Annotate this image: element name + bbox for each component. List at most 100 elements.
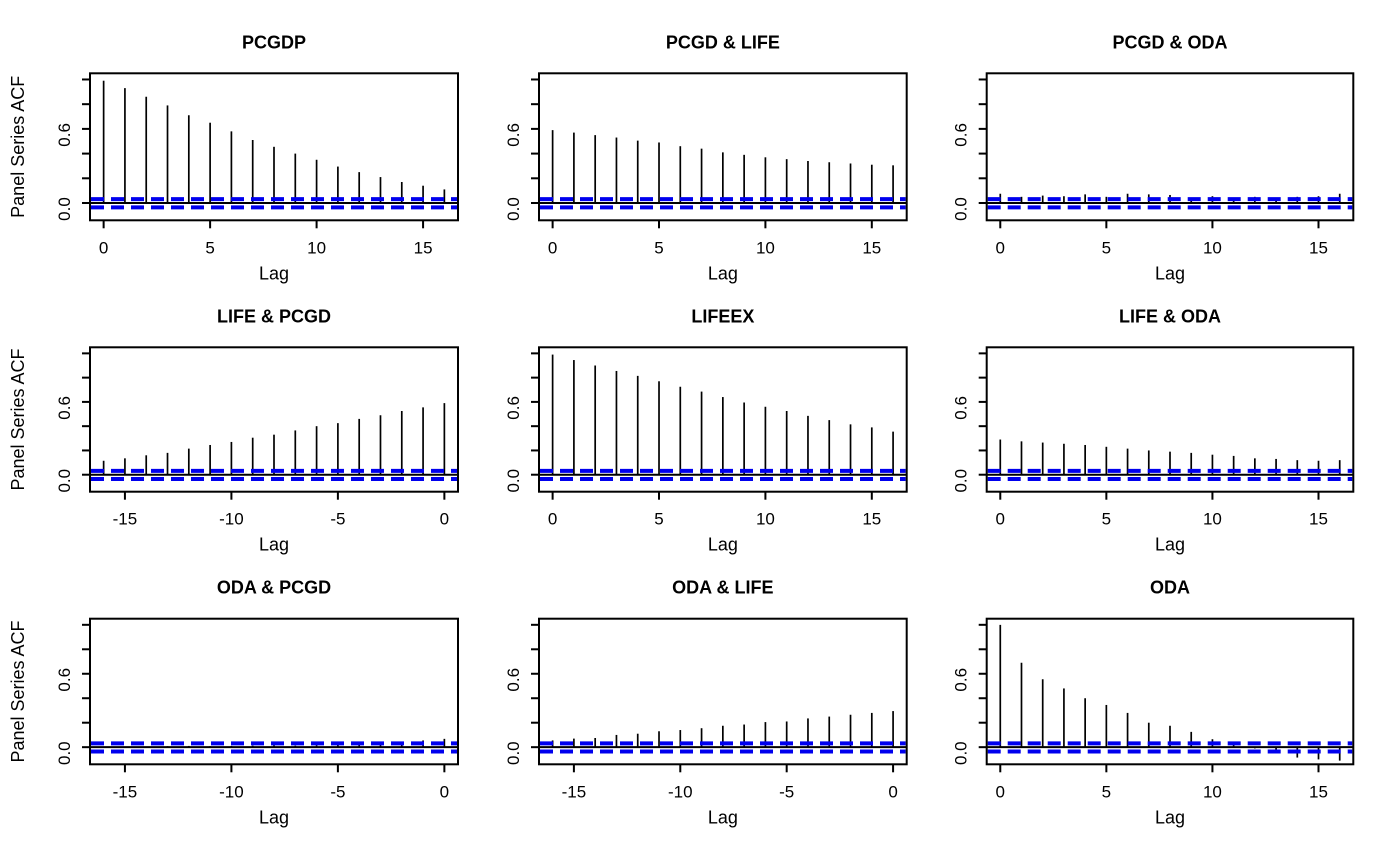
x-tick-label: 15: [1309, 510, 1328, 529]
x-tick-label: 0: [888, 782, 897, 801]
acf-panel-pcgdp: 0.0 0.6 0 5 10 15 Lag PCGDP Panel Series ACF: [8, 32, 459, 283]
x-tick-label: -15: [562, 782, 587, 801]
x-tick-label: 0: [996, 238, 1005, 257]
x-axis-label: Lag: [1155, 535, 1185, 555]
x-axis-label: Lag: [708, 535, 738, 555]
x-tick-label: 5: [1102, 238, 1111, 257]
y-tick-label: 0.6: [504, 396, 523, 420]
x-tick-label: 10: [1203, 238, 1222, 257]
panel-title: LIFE & PCGD: [217, 306, 331, 326]
x-tick-label: 0: [548, 238, 557, 257]
y-tick-label: 0.0: [952, 741, 971, 765]
x-tick-label: 10: [1203, 510, 1222, 529]
plot-box: [538, 72, 908, 222]
x-tick-label: 0: [996, 782, 1005, 801]
acf-panel-life-pcgd: 0.0 0.6 -15 -10 -5 0 Lag LIFE & PCGD Panel Serie…: [8, 306, 459, 555]
x-tick-label: -10: [668, 782, 693, 801]
x-axis-label: Lag: [708, 263, 738, 283]
y-tick-label: 0.0: [55, 197, 74, 221]
y-tick-label: 0.6: [504, 123, 523, 147]
panel-title: ODA & PCGD: [217, 578, 331, 598]
x-tick-label: 15: [1309, 782, 1328, 801]
y-tick-label: 0.0: [504, 741, 523, 765]
panel-title: LIFE & ODA: [1119, 306, 1221, 326]
plot-box: [538, 617, 908, 766]
panel-title: PCGD & ODA: [1112, 32, 1227, 52]
x-tick-label: 5: [205, 238, 214, 257]
plot-box: [985, 72, 1355, 222]
y-axis-label: Panel Series ACF: [8, 76, 28, 218]
acf-panel-oda: 0.0 0.6 0 5 10 15 Lag ODA: [952, 578, 1355, 827]
x-tick-label: 15: [414, 238, 433, 257]
y-tick-label: 0.0: [504, 469, 523, 493]
x-tick-label: -5: [330, 782, 345, 801]
y-tick-label: 0.0: [504, 197, 523, 221]
acf-bars: [102, 403, 446, 475]
x-tick-label: 0: [996, 510, 1005, 529]
x-tick-label: 5: [654, 510, 663, 529]
acf-panel-pcgd-life: 0.0 0.6 0 5 10 15 Lag PCGD & LIFE: [504, 32, 908, 283]
y-tick-label: 0.0: [952, 197, 971, 221]
x-tick-label: 10: [756, 510, 775, 529]
x-tick-label: 5: [654, 238, 663, 257]
panel-title: ODA: [1150, 578, 1190, 598]
x-tick-label: 10: [1203, 782, 1222, 801]
y-tick-label: 0.0: [55, 741, 74, 765]
panel-title: LIFEEX: [691, 306, 754, 326]
x-axis-label: Lag: [259, 535, 289, 555]
plot-box: [985, 346, 1355, 493]
x-tick-label: -15: [113, 782, 138, 801]
x-tick-label: 0: [548, 510, 557, 529]
y-axis-label: Panel Series ACF: [8, 620, 28, 762]
y-axis-label: Panel Series ACF: [8, 348, 28, 490]
acf-panel-oda-life: 0.0 0.6 -15 -10 -5 0 Lag ODA & LIFE: [504, 578, 908, 827]
x-tick-label: -10: [219, 782, 244, 801]
panel-title: ODA & LIFE: [672, 578, 773, 598]
acf-bars: [102, 80, 446, 204]
plot-box: [89, 346, 459, 493]
acf-panel-oda-pcgd: 0.0 0.6 -15 -10 -5 0 Lag ODA & PCGD Panel Series…: [8, 578, 459, 827]
x-axis-label: Lag: [259, 807, 289, 827]
y-tick-label: 0.6: [952, 668, 971, 692]
x-tick-label: -10: [219, 510, 244, 529]
y-tick-label: 0.0: [55, 469, 74, 493]
panel-title: PCGDP: [242, 32, 306, 52]
x-tick-label: 10: [307, 238, 326, 257]
x-tick-label: -15: [113, 510, 138, 529]
x-tick-label: 0: [99, 238, 108, 257]
acf-panel-lifeex: 0.0 0.6 0 5 10 15 Lag LIFEEX: [504, 306, 908, 555]
plot-box: [985, 617, 1355, 766]
x-tick-label: 15: [862, 510, 881, 529]
acf-panel-life-oda: 0.0 0.6 0 5 10 15 Lag LIFE & ODA: [952, 306, 1355, 555]
x-tick-label: 15: [862, 238, 881, 257]
x-tick-label: 15: [1309, 238, 1328, 257]
y-tick-label: 0.6: [504, 668, 523, 692]
x-tick-label: -5: [779, 782, 794, 801]
x-tick-label: 0: [440, 510, 449, 529]
x-axis-label: Lag: [1155, 807, 1185, 827]
x-tick-label: 10: [756, 238, 775, 257]
x-tick-label: 5: [1102, 782, 1111, 801]
x-axis-label: Lag: [708, 807, 738, 827]
acf-bars: [551, 130, 894, 204]
y-tick-label: 0.0: [952, 469, 971, 493]
x-tick-label: 0: [440, 782, 449, 801]
acf-bars: [551, 354, 894, 475]
plot-box: [538, 346, 908, 493]
y-tick-label: 0.6: [55, 668, 74, 692]
plot-box: [89, 617, 459, 766]
y-tick-label: 0.6: [55, 396, 74, 420]
y-tick-label: 0.6: [55, 123, 74, 147]
x-tick-label: -5: [330, 510, 345, 529]
acf-panel-pcgd-oda: 0.0 0.6 0 5 10 15 Lag PCGD & ODA: [952, 32, 1355, 283]
y-tick-label: 0.6: [952, 123, 971, 147]
plot-box: [89, 72, 459, 222]
x-axis-label: Lag: [259, 263, 289, 283]
x-axis-label: Lag: [1155, 263, 1185, 283]
x-tick-label: 5: [1102, 510, 1111, 529]
y-tick-label: 0.6: [952, 396, 971, 420]
panel-title: PCGD & LIFE: [666, 32, 780, 52]
